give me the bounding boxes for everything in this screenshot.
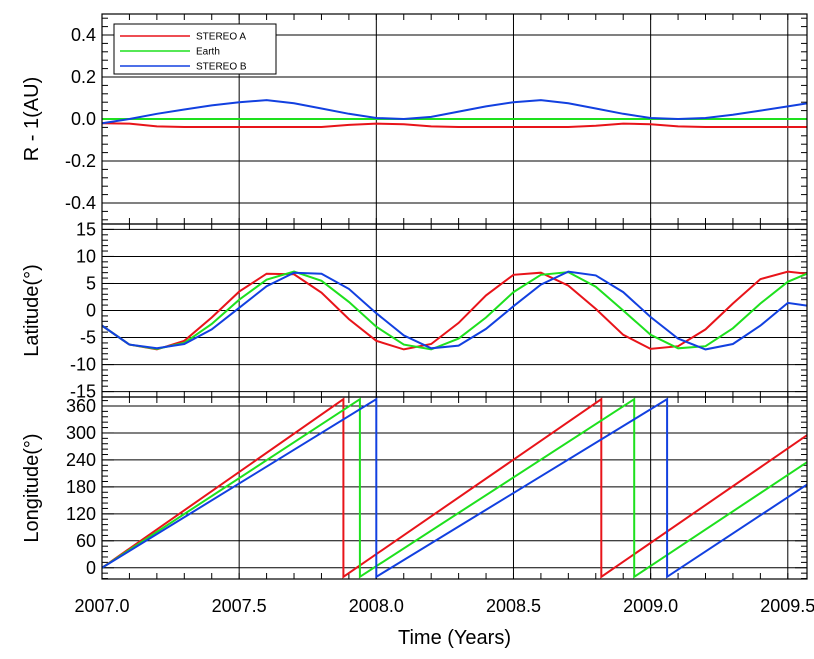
y-tick-label: 15	[76, 219, 96, 239]
x-tick-label: 2008.0	[349, 596, 404, 616]
y-tick-label: 0.2	[71, 67, 96, 87]
series-line-stereo-a	[102, 270, 807, 351]
y-tick-label: 240	[66, 450, 96, 470]
y-axis-title: R - 1(AU)	[21, 77, 43, 161]
y-tick-label: -5	[80, 328, 96, 348]
panel-frame	[101, 396, 808, 580]
y-tick-label: 60	[76, 531, 96, 551]
y-tick-label: 0.4	[71, 25, 96, 45]
series-line-earth	[102, 397, 807, 579]
y-tick-label: -0.2	[65, 151, 96, 171]
series-line-stereo-b	[102, 270, 807, 351]
y-tick-label: 0	[86, 301, 96, 321]
x-tick-label: 2009.5	[760, 596, 814, 616]
y-axis-title: Longitude(°)	[21, 433, 43, 542]
series-line-stereo-b	[102, 397, 807, 579]
y-tick-label: 10	[76, 246, 96, 266]
series-line-earth	[102, 270, 807, 351]
series-line-stereo-a	[102, 397, 807, 579]
x-tick-label: 2008.5	[486, 596, 541, 616]
y-tick-label: 180	[66, 477, 96, 497]
x-axis-title: Time (Years)	[398, 627, 511, 649]
x-tick-label: 2007.0	[74, 596, 129, 616]
y-tick-label: 300	[66, 423, 96, 443]
y-tick-label: 0	[86, 558, 96, 578]
y-tick-label: 120	[66, 504, 96, 524]
y-tick-label: 360	[66, 396, 96, 416]
y-tick-label: -15	[70, 382, 96, 402]
series-line-stereo-b	[102, 99, 807, 125]
y-tick-label: -0.4	[65, 193, 96, 213]
y-axis-title: Latitude(°)	[21, 264, 43, 357]
y-tick-label: -10	[70, 355, 96, 375]
legend-label: STEREO A	[196, 32, 246, 43]
legend-label: STEREO B	[196, 62, 247, 73]
series-line-stereo-a	[102, 122, 807, 128]
x-tick-label: 2009.0	[623, 596, 678, 616]
y-tick-label: 5	[86, 273, 96, 293]
x-tick-label: 2007.5	[212, 596, 267, 616]
legend-label: Earth	[196, 47, 220, 58]
y-tick-label: 0.0	[71, 109, 96, 129]
